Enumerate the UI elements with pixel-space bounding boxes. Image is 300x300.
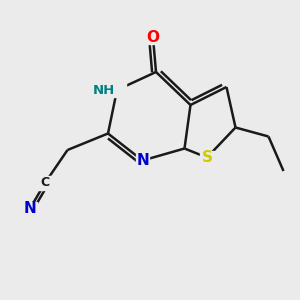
Text: N: N	[136, 153, 149, 168]
Bar	[105, 83, 126, 97]
Text: C: C	[40, 176, 50, 190]
Bar	[146, 31, 160, 44]
Text: O: O	[146, 30, 160, 45]
Bar	[200, 151, 214, 164]
Text: NH: NH	[93, 83, 116, 97]
Bar	[23, 202, 37, 215]
Text: S: S	[202, 150, 212, 165]
Bar	[136, 154, 149, 167]
Text: N: N	[24, 201, 36, 216]
Bar	[38, 176, 52, 190]
